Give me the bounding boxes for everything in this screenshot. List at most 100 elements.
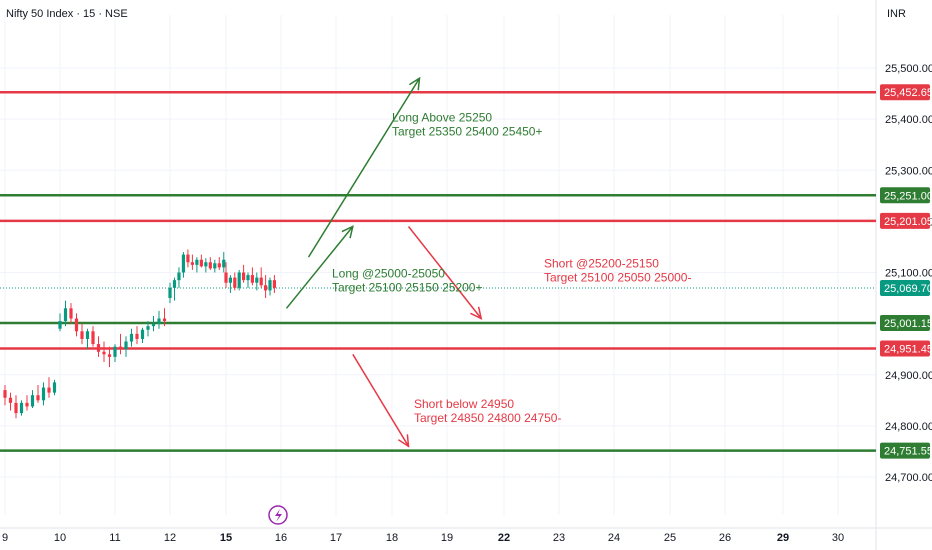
candle <box>140 327 145 344</box>
candle-body <box>14 402 18 414</box>
candle <box>250 267 254 286</box>
candle-body <box>102 351 106 355</box>
candle <box>129 328 134 347</box>
time-tick-label: 19 <box>441 532 453 544</box>
trade-arrow-up <box>285 225 354 309</box>
trade-arrow-down <box>352 353 410 448</box>
candle-body <box>186 254 190 263</box>
last-price-badge-bg <box>880 279 930 296</box>
candle-body <box>177 272 181 281</box>
candle-body <box>264 285 268 291</box>
candle-body <box>58 321 62 329</box>
annotation-targets: Target 24850 24800 24750- <box>414 411 561 425</box>
arrow-shaft <box>307 77 421 258</box>
time-tick-label: 9 <box>2 532 8 544</box>
candle <box>85 328 90 350</box>
candle-body <box>151 323 156 327</box>
candle <box>213 259 217 273</box>
time-axis[interactable]: 9 10 11 12 15 16 17 18 19 22 23 24 25 26 29 30 <box>2 532 844 544</box>
trade-arrows <box>285 76 483 448</box>
candle-body <box>96 344 101 352</box>
level-badge-support: 24,751.55 <box>880 442 932 459</box>
candle <box>222 252 226 273</box>
candle <box>36 384 40 403</box>
price-tick-label: 24,900.00 <box>885 370 932 382</box>
candle <box>268 277 272 296</box>
time-tick-label: 22 <box>498 532 510 544</box>
annotation-title: Long Above 25250 <box>392 111 492 125</box>
candle-body <box>47 387 51 393</box>
time-tick-label: 11 <box>109 532 120 544</box>
time-tick-label: 23 <box>553 532 565 544</box>
level-badge-label: 24,751.55 <box>884 446 932 458</box>
candle-body <box>250 275 254 283</box>
arrow-head <box>341 225 354 239</box>
price-tick-label: 25,500.00 <box>885 63 932 75</box>
level-badge-label: 24,951.45 <box>884 343 932 355</box>
candle <box>14 395 18 419</box>
candle-body <box>190 262 194 265</box>
time-tick-label: 15 <box>220 532 232 544</box>
arrow-head <box>470 306 483 320</box>
candle-body <box>233 277 237 288</box>
candle <box>124 336 128 357</box>
candle <box>217 257 221 270</box>
price-tick-label: 25,300.00 <box>885 165 932 177</box>
candle <box>96 336 101 357</box>
time-tick-label: 25 <box>664 532 676 544</box>
candle <box>162 308 167 327</box>
arrow-head <box>408 76 421 91</box>
candle-body <box>162 318 167 322</box>
annotation-targets: Target 25100 25050 25000- <box>544 270 691 284</box>
trade-arrow-up <box>307 76 421 258</box>
price-tick-label: 25,100.00 <box>885 268 932 280</box>
candle-body <box>3 390 7 398</box>
level-badge-support: 25,251.00 <box>880 187 932 204</box>
level-badge-label: 25,001.15 <box>884 318 932 330</box>
candle-body <box>259 277 263 286</box>
arrow-shaft <box>352 353 410 447</box>
chart-title: Nifty 50 Index · 15 · NSE <box>6 8 128 20</box>
annotation-targets: Target 25350 25400 25450+ <box>392 125 542 139</box>
candle <box>41 382 46 406</box>
time-tick-label: 10 <box>54 532 66 544</box>
candle <box>107 346 112 368</box>
level-badge-resistance: 24,951.45 <box>880 340 932 357</box>
candle <box>91 326 95 347</box>
price-axis[interactable]: 25,500.0025,400.0025,300.0025,200.0025,1… <box>880 63 932 484</box>
annotation-title: Long @25000-25050 <box>332 267 445 281</box>
time-tick-label: 17 <box>330 532 342 544</box>
candle-body <box>80 331 84 339</box>
candle-body <box>199 259 203 267</box>
candle <box>146 321 150 337</box>
time-tick-label: 18 <box>386 532 398 544</box>
candle-body <box>208 262 212 269</box>
annotation-title: Short below 24950 <box>414 397 514 411</box>
candle <box>246 272 250 288</box>
candle <box>69 303 73 324</box>
candle-body <box>113 346 117 357</box>
arrow-head <box>398 434 410 448</box>
time-tick-label: 16 <box>275 532 287 544</box>
candle <box>168 282 172 304</box>
price-tick-label: 25,400.00 <box>885 114 932 126</box>
annotation-targets: Target 25100 25150 25200+ <box>332 281 482 295</box>
last-price-label: 25,069.70 <box>884 283 932 295</box>
candle-body <box>222 259 226 268</box>
candle-body <box>246 275 250 281</box>
candle <box>259 267 263 288</box>
candle-body <box>228 277 232 283</box>
candle <box>172 277 177 301</box>
candle-body <box>255 277 259 283</box>
candle-body <box>213 263 217 269</box>
event-icon[interactable] <box>268 505 288 525</box>
candle <box>204 258 208 273</box>
candle <box>135 326 139 345</box>
candlesticks <box>3 249 276 419</box>
candle-body <box>157 318 161 324</box>
candle <box>74 313 79 337</box>
last-price-badge: 25,069.70 <box>880 279 932 296</box>
candle-body <box>146 326 150 330</box>
